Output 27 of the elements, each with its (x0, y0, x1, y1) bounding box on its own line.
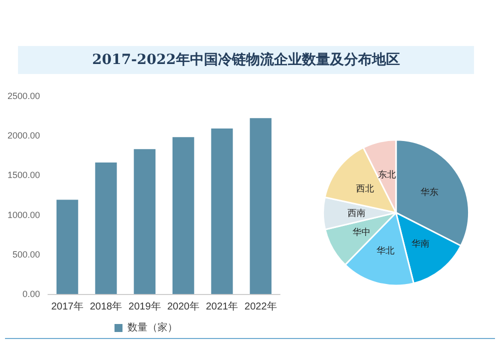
slice-label: 东北 (378, 169, 396, 180)
y-tick-label: 0.00 (22, 289, 40, 299)
y-tick-label: 2000.00 (7, 130, 40, 141)
chart-title: 2017-2022年中国冷链物流企业数量及分布地区 (18, 46, 474, 74)
x-tick-label: 2017年 (51, 300, 84, 312)
x-tick-label: 2020年 (167, 300, 200, 312)
x-tick-label: 2022年 (244, 300, 277, 312)
y-tick-label: 500.00 (12, 249, 40, 260)
y-tick-label: 1500.00 (7, 170, 40, 180)
y-tick-label: 2500.00 (7, 91, 40, 101)
bar (172, 137, 194, 294)
y-tick-label: 1000.00 (7, 210, 40, 220)
slice-label: 华中 (352, 227, 371, 238)
bar (211, 128, 233, 294)
bar (250, 118, 272, 294)
slice-label: 华东 (420, 187, 439, 198)
x-tick-label: 2018年 (90, 300, 122, 312)
bar (95, 162, 117, 294)
bar (134, 149, 156, 294)
legend-label: 数量（家） (128, 322, 178, 334)
slice-label: 华南 (412, 238, 430, 249)
slice-label: 西北 (356, 184, 374, 194)
x-tick-label: 2019年 (128, 300, 161, 312)
slice-label: 华北 (376, 246, 395, 256)
slice-label: 西南 (348, 208, 366, 218)
x-tick-label: 2021年 (206, 300, 238, 312)
bar (56, 200, 78, 294)
